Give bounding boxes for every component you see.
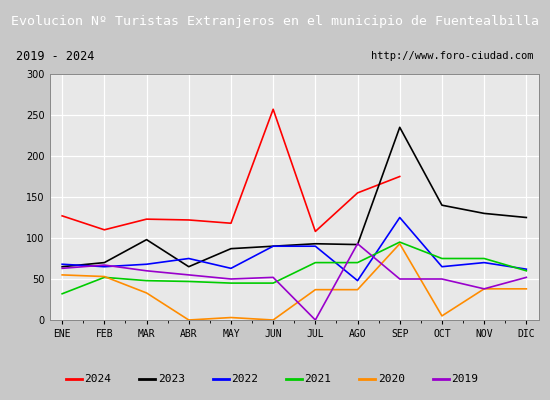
Text: 2023: 2023 (158, 374, 185, 384)
Text: 2021: 2021 (304, 374, 331, 384)
Text: 2022: 2022 (231, 374, 258, 384)
Text: Evolucion Nº Turistas Extranjeros en el municipio de Fuentealbilla: Evolucion Nº Turistas Extranjeros en el … (11, 14, 539, 28)
Text: 2024: 2024 (84, 374, 111, 384)
Text: 2020: 2020 (378, 374, 405, 384)
Text: 2019: 2019 (451, 374, 478, 384)
Text: 2019 - 2024: 2019 - 2024 (16, 50, 95, 63)
Text: http://www.foro-ciudad.com: http://www.foro-ciudad.com (371, 51, 534, 61)
